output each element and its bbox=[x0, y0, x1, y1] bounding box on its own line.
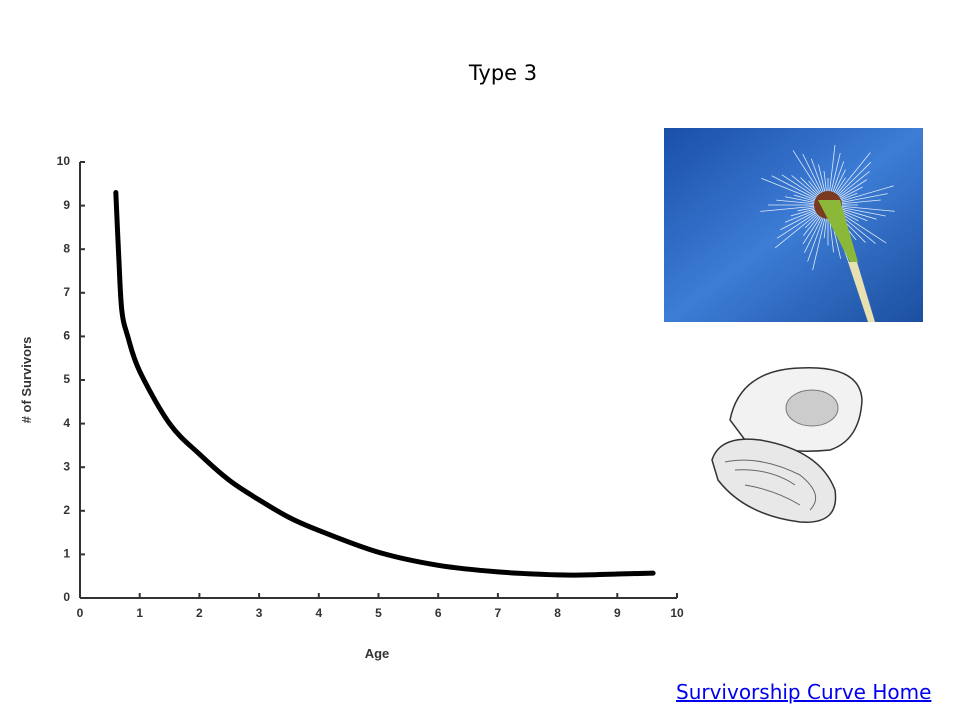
x-tick-label: 6 bbox=[435, 606, 442, 620]
x-tick-label: 1 bbox=[136, 606, 143, 620]
y-tick-label: 9 bbox=[63, 198, 70, 212]
x-tick-label: 7 bbox=[495, 606, 502, 620]
y-tick-label: 7 bbox=[63, 285, 70, 299]
y-tick-label: 6 bbox=[63, 329, 70, 343]
y-tick-label: 3 bbox=[63, 459, 70, 473]
y-tick-label: 2 bbox=[63, 503, 70, 517]
y-tick-label: 4 bbox=[63, 416, 70, 430]
x-tick-label: 5 bbox=[375, 606, 382, 620]
x-tick-label: 8 bbox=[554, 606, 561, 620]
slide-title: Type 3 bbox=[468, 61, 537, 85]
x-axis-label: Age bbox=[365, 646, 390, 661]
oyster-drawing bbox=[711, 367, 863, 523]
y-tick-label: 1 bbox=[63, 547, 70, 561]
y-tick-label: 8 bbox=[63, 241, 70, 255]
x-tick-label: 0 bbox=[77, 606, 84, 620]
x-tick-label: 2 bbox=[196, 606, 203, 620]
x-tick-label: 9 bbox=[614, 606, 621, 620]
y-axis-label: # of Survivors bbox=[19, 337, 34, 424]
x-tick-label: 3 bbox=[256, 606, 263, 620]
home-link[interactable]: Survivorship Curve Home bbox=[676, 680, 932, 704]
y-tick-label: 10 bbox=[57, 154, 71, 168]
x-tick-label: 10 bbox=[670, 606, 684, 620]
plot: 0 1 2 3 4 5 6 7 8 9 10 0 1 2 3 4 5 6 7 8 9 10 Age # of Survivor… bbox=[19, 154, 684, 661]
x-tick-label: 4 bbox=[315, 606, 322, 620]
survivorship-curve bbox=[113, 190, 656, 578]
y-tick-label: 0 bbox=[63, 590, 70, 604]
y-tick-label: 5 bbox=[63, 372, 70, 386]
dandelion-photo bbox=[664, 128, 923, 322]
